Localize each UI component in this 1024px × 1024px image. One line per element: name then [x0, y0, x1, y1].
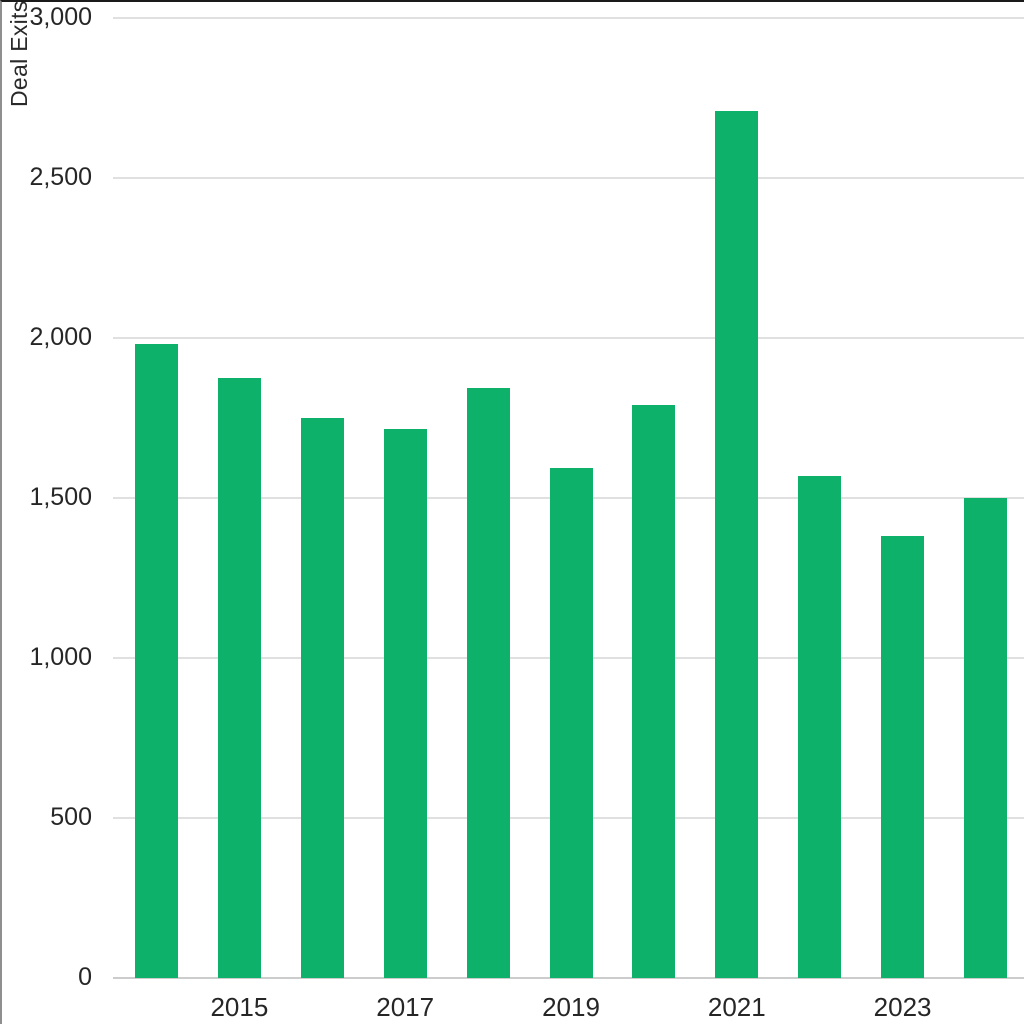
y-tick-label: 1,000: [29, 643, 92, 671]
bar-2020: [632, 405, 676, 978]
bar-2021: [715, 110, 759, 978]
bar-2017: [383, 429, 427, 978]
y-tick-label: 2,000: [29, 323, 92, 351]
bar-2016: [300, 418, 344, 978]
y-tick-label: 1,500: [29, 483, 92, 511]
bar-2015: [217, 378, 261, 978]
x-tick-label: 2019: [542, 992, 600, 1022]
y-tick-label: 2,500: [29, 163, 92, 191]
bar-2024: [964, 498, 1007, 978]
gridline: [113, 337, 1024, 339]
gridline: [113, 177, 1024, 179]
bar-2018: [466, 387, 510, 978]
y-tick-label: 3,000: [29, 3, 92, 31]
bar-2019: [549, 467, 593, 978]
x-tick-label: 2023: [873, 992, 932, 1022]
bar-2023: [881, 536, 925, 978]
y-tick-label: 0: [78, 963, 92, 991]
x-tick-label: 2015: [210, 992, 269, 1022]
x-tick-label: 2017: [376, 992, 435, 1022]
y-tick-label: 500: [50, 803, 92, 831]
gridline: [113, 17, 1024, 19]
bar-2022: [798, 475, 842, 978]
x-axis-line: [113, 977, 1024, 979]
x-tick-label: 2021: [707, 992, 766, 1022]
bar-2014: [135, 344, 178, 978]
